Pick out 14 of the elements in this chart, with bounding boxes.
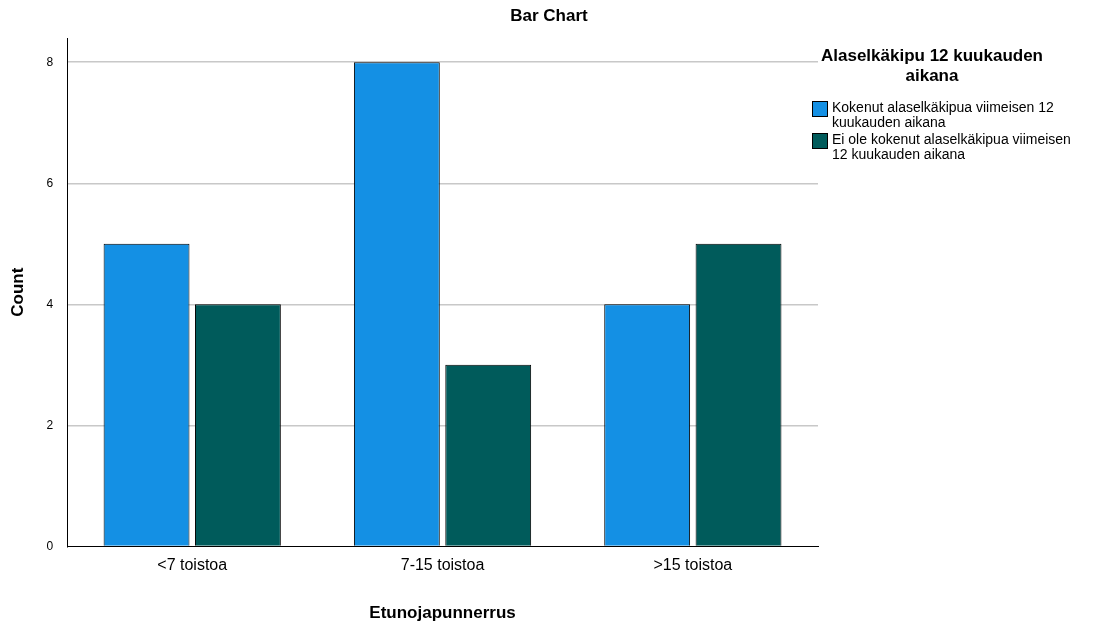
x-tick-label: 7-15 toistoa [400,556,485,574]
y-tick-label: 6 [46,175,54,190]
y-tick-label: 8 [46,54,54,69]
y-axis-title: Count [7,267,27,317]
legend-label: Ei ole kokenut alaselkäkipua viimeisen 12 kuukauden aikana [832,131,1072,162]
chart-title: Bar Chart [509,6,589,26]
y-tick-label: 2 [46,417,54,432]
x-tick-label: >15 toistoa [653,556,733,574]
legend-label: Kokenut alaselkäkipua viimeisen 12 kuukauden aikana [832,99,1055,130]
y-tick-label: 4 [46,296,54,311]
y-tick-label: 0 [46,538,54,553]
x-tick-label: <7 toistoa [157,556,228,574]
x-axis-title: Etunojapunnerrus [369,603,516,623]
legend-title: Alaselkäkipu 12 kuukauden aikana [819,46,1044,86]
